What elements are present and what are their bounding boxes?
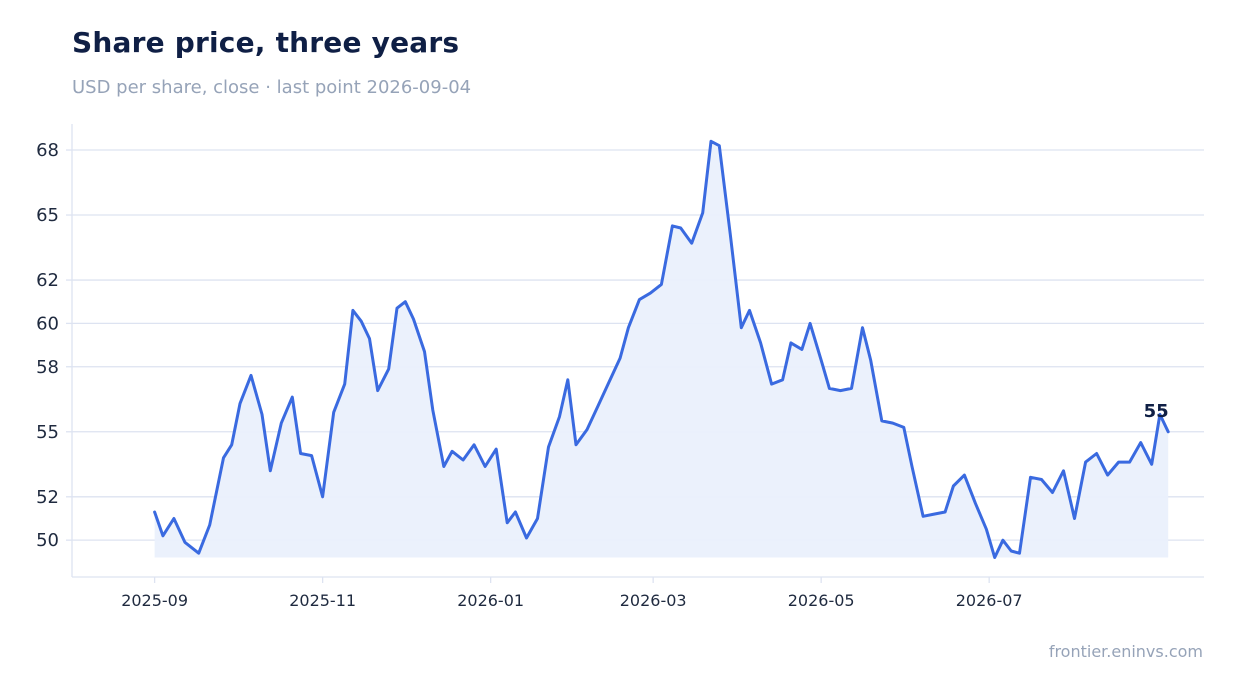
x-tick-label: 2026-01	[457, 591, 524, 610]
x-tick-label: 2026-05	[788, 591, 855, 610]
chart-axes	[71, 124, 1204, 578]
series-line	[153, 139, 1170, 559]
y-tick-label: 52	[36, 487, 59, 508]
y-axis-ticks: 50 52 55 58 60 62 65 68	[36, 140, 72, 551]
chart-subtitle: USD per share, close · last point 2026-0…	[72, 77, 472, 98]
x-axis-ticks: 2025-09 2025-11 2026-01 2026-03 2026-05 2026-…	[121, 577, 1023, 610]
x-tick-label: 2025-09	[121, 591, 188, 610]
x-tick-label: 2026-03	[620, 591, 687, 610]
y-tick-label: 68	[36, 140, 59, 161]
series-area	[154, 141, 1169, 558]
y-tick-label: 65	[36, 205, 59, 226]
y-tick-label: 55	[36, 422, 59, 443]
y-tick-label: 62	[36, 270, 59, 291]
x-tick-label: 2025-11	[289, 591, 356, 610]
source-credit: frontier.eninvs.com	[1048, 642, 1203, 661]
y-tick-label: 58	[36, 357, 59, 378]
x-tick-label: 2026-07	[956, 591, 1023, 610]
y-tick-label: 60	[36, 313, 59, 334]
end-value-label: 55	[1144, 401, 1169, 422]
chart-labels: 55	[1144, 401, 1169, 422]
chart-title: Share price, three years	[72, 26, 460, 59]
y-tick-label: 50	[36, 530, 59, 551]
chart-series	[153, 139, 1170, 559]
